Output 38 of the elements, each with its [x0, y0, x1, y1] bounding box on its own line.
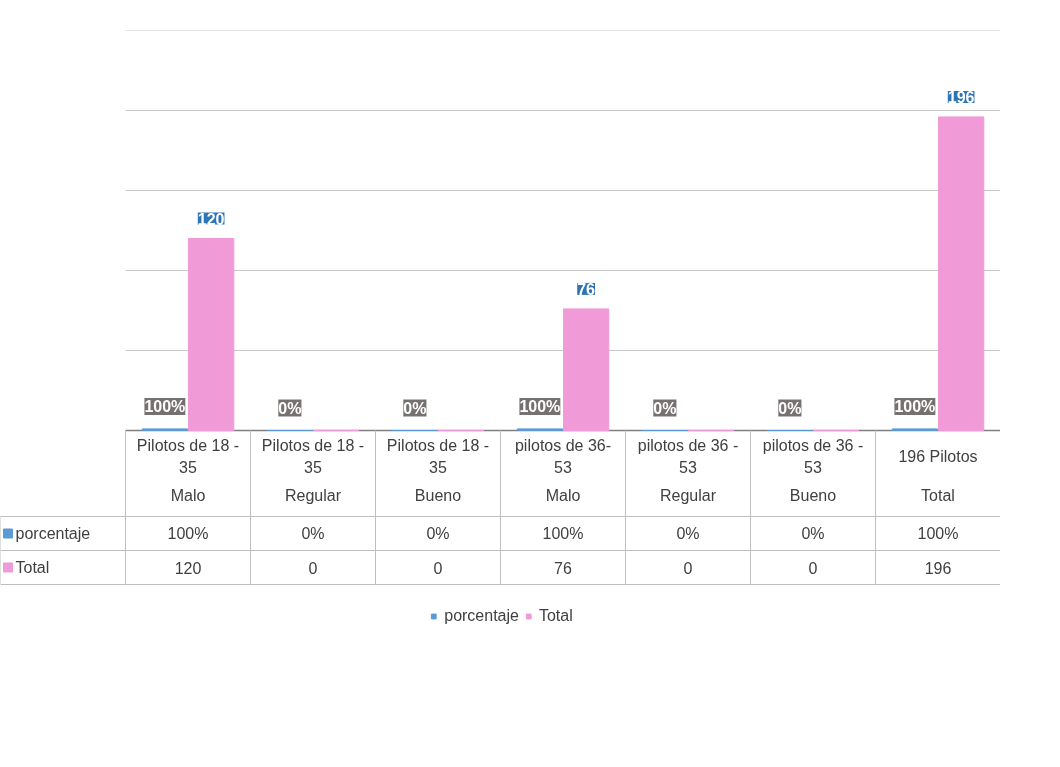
- data-label: 0: [808, 559, 818, 577]
- data-label: 120: [174, 559, 202, 577]
- x-tick-label: pilotos de 36 - 53 Regular: [637, 437, 739, 504]
- text: 100%: [519, 397, 561, 415]
- data-label: 0%: [426, 525, 450, 542]
- text: 0%: [403, 399, 427, 417]
- text: 76: [577, 280, 596, 298]
- data-label: 100%: [917, 525, 959, 542]
- legend-label: Total: [538, 607, 573, 625]
- data-label: 0: [308, 559, 318, 577]
- legend-label: porcentaje: [15, 525, 91, 542]
- data-label: 0%: [801, 525, 825, 542]
- data-label: 0%: [676, 525, 700, 542]
- text: Total: [15, 559, 50, 576]
- text: 0%: [653, 399, 677, 417]
- text: 100%: [894, 397, 936, 415]
- x-tick-label: pilotos de 36 - 53 Bueno: [762, 437, 864, 504]
- text: 120: [197, 210, 225, 228]
- bar: [937, 116, 985, 431]
- bar: [562, 308, 610, 431]
- text: 0%: [778, 399, 802, 417]
- x-tick-label: pilotos de 36-53 Malo: [514, 437, 612, 504]
- text: porcentaje: [444, 607, 519, 624]
- text: 196: [947, 88, 975, 106]
- x-tick-label: Pilotos de 18 - 35 Malo: [136, 437, 240, 504]
- data-label: 100%: [167, 525, 209, 542]
- data-label: 100%: [542, 525, 584, 542]
- data-label: 0: [683, 559, 693, 577]
- data-label: 76: [554, 559, 572, 577]
- data-label: 0%: [301, 525, 325, 542]
- x-tick-label: Pilotos de 18 - 35 Bueno: [386, 437, 490, 504]
- x-tick-label: Pilotos de 18 - 35 Regular: [261, 437, 365, 504]
- text: 100%: [144, 397, 186, 415]
- category-label: 196 Pilotos Total: [898, 448, 978, 504]
- data-label: 196: [924, 559, 952, 577]
- data-label: 0: [433, 559, 443, 577]
- bar: [187, 238, 235, 431]
- text: 0%: [278, 399, 302, 417]
